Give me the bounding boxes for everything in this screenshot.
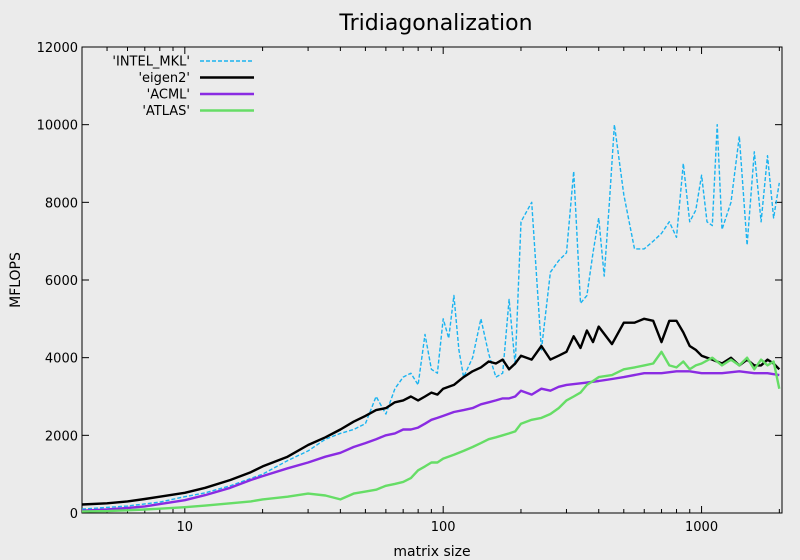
x-axis: 10 100 1000 bbox=[81, 47, 780, 535]
series-layer bbox=[81, 124, 781, 513]
y-tick-label: 6000 bbox=[45, 274, 78, 289]
y-tick-label: 4000 bbox=[45, 352, 78, 367]
y-tick-label: 2000 bbox=[45, 429, 78, 444]
x-axis-label: matrix size bbox=[393, 544, 470, 560]
y-tick-label: 8000 bbox=[45, 196, 78, 211]
x-tick-label: 1000 bbox=[685, 520, 718, 535]
legend-label: 'INTEL_MKL' bbox=[112, 55, 190, 70]
y-axis: 0 2000 4000 6000 8000 10000 12000 bbox=[37, 41, 782, 522]
chart-title: Tridiagonalization bbox=[338, 11, 532, 36]
series-line-2 bbox=[81, 370, 780, 512]
x-tick-label: 100 bbox=[431, 520, 456, 535]
x-tick-label: 10 bbox=[177, 520, 194, 535]
legend-label: 'eigen2' bbox=[138, 71, 190, 86]
series-line-1 bbox=[81, 317, 781, 506]
y-tick-label: 10000 bbox=[37, 119, 78, 134]
y-axis-label: MFLOPS bbox=[8, 252, 24, 308]
y-tick-label: 0 bbox=[70, 507, 78, 522]
series-line-0 bbox=[81, 124, 780, 510]
legend-label: 'ACML' bbox=[147, 88, 190, 103]
y-tick-label: 12000 bbox=[37, 41, 78, 56]
legend: 'INTEL_MKL''eigen2' 'ACML''ATLAS' bbox=[112, 55, 254, 119]
series-line-3 bbox=[81, 350, 781, 513]
legend-label: 'ATLAS' bbox=[142, 104, 190, 119]
